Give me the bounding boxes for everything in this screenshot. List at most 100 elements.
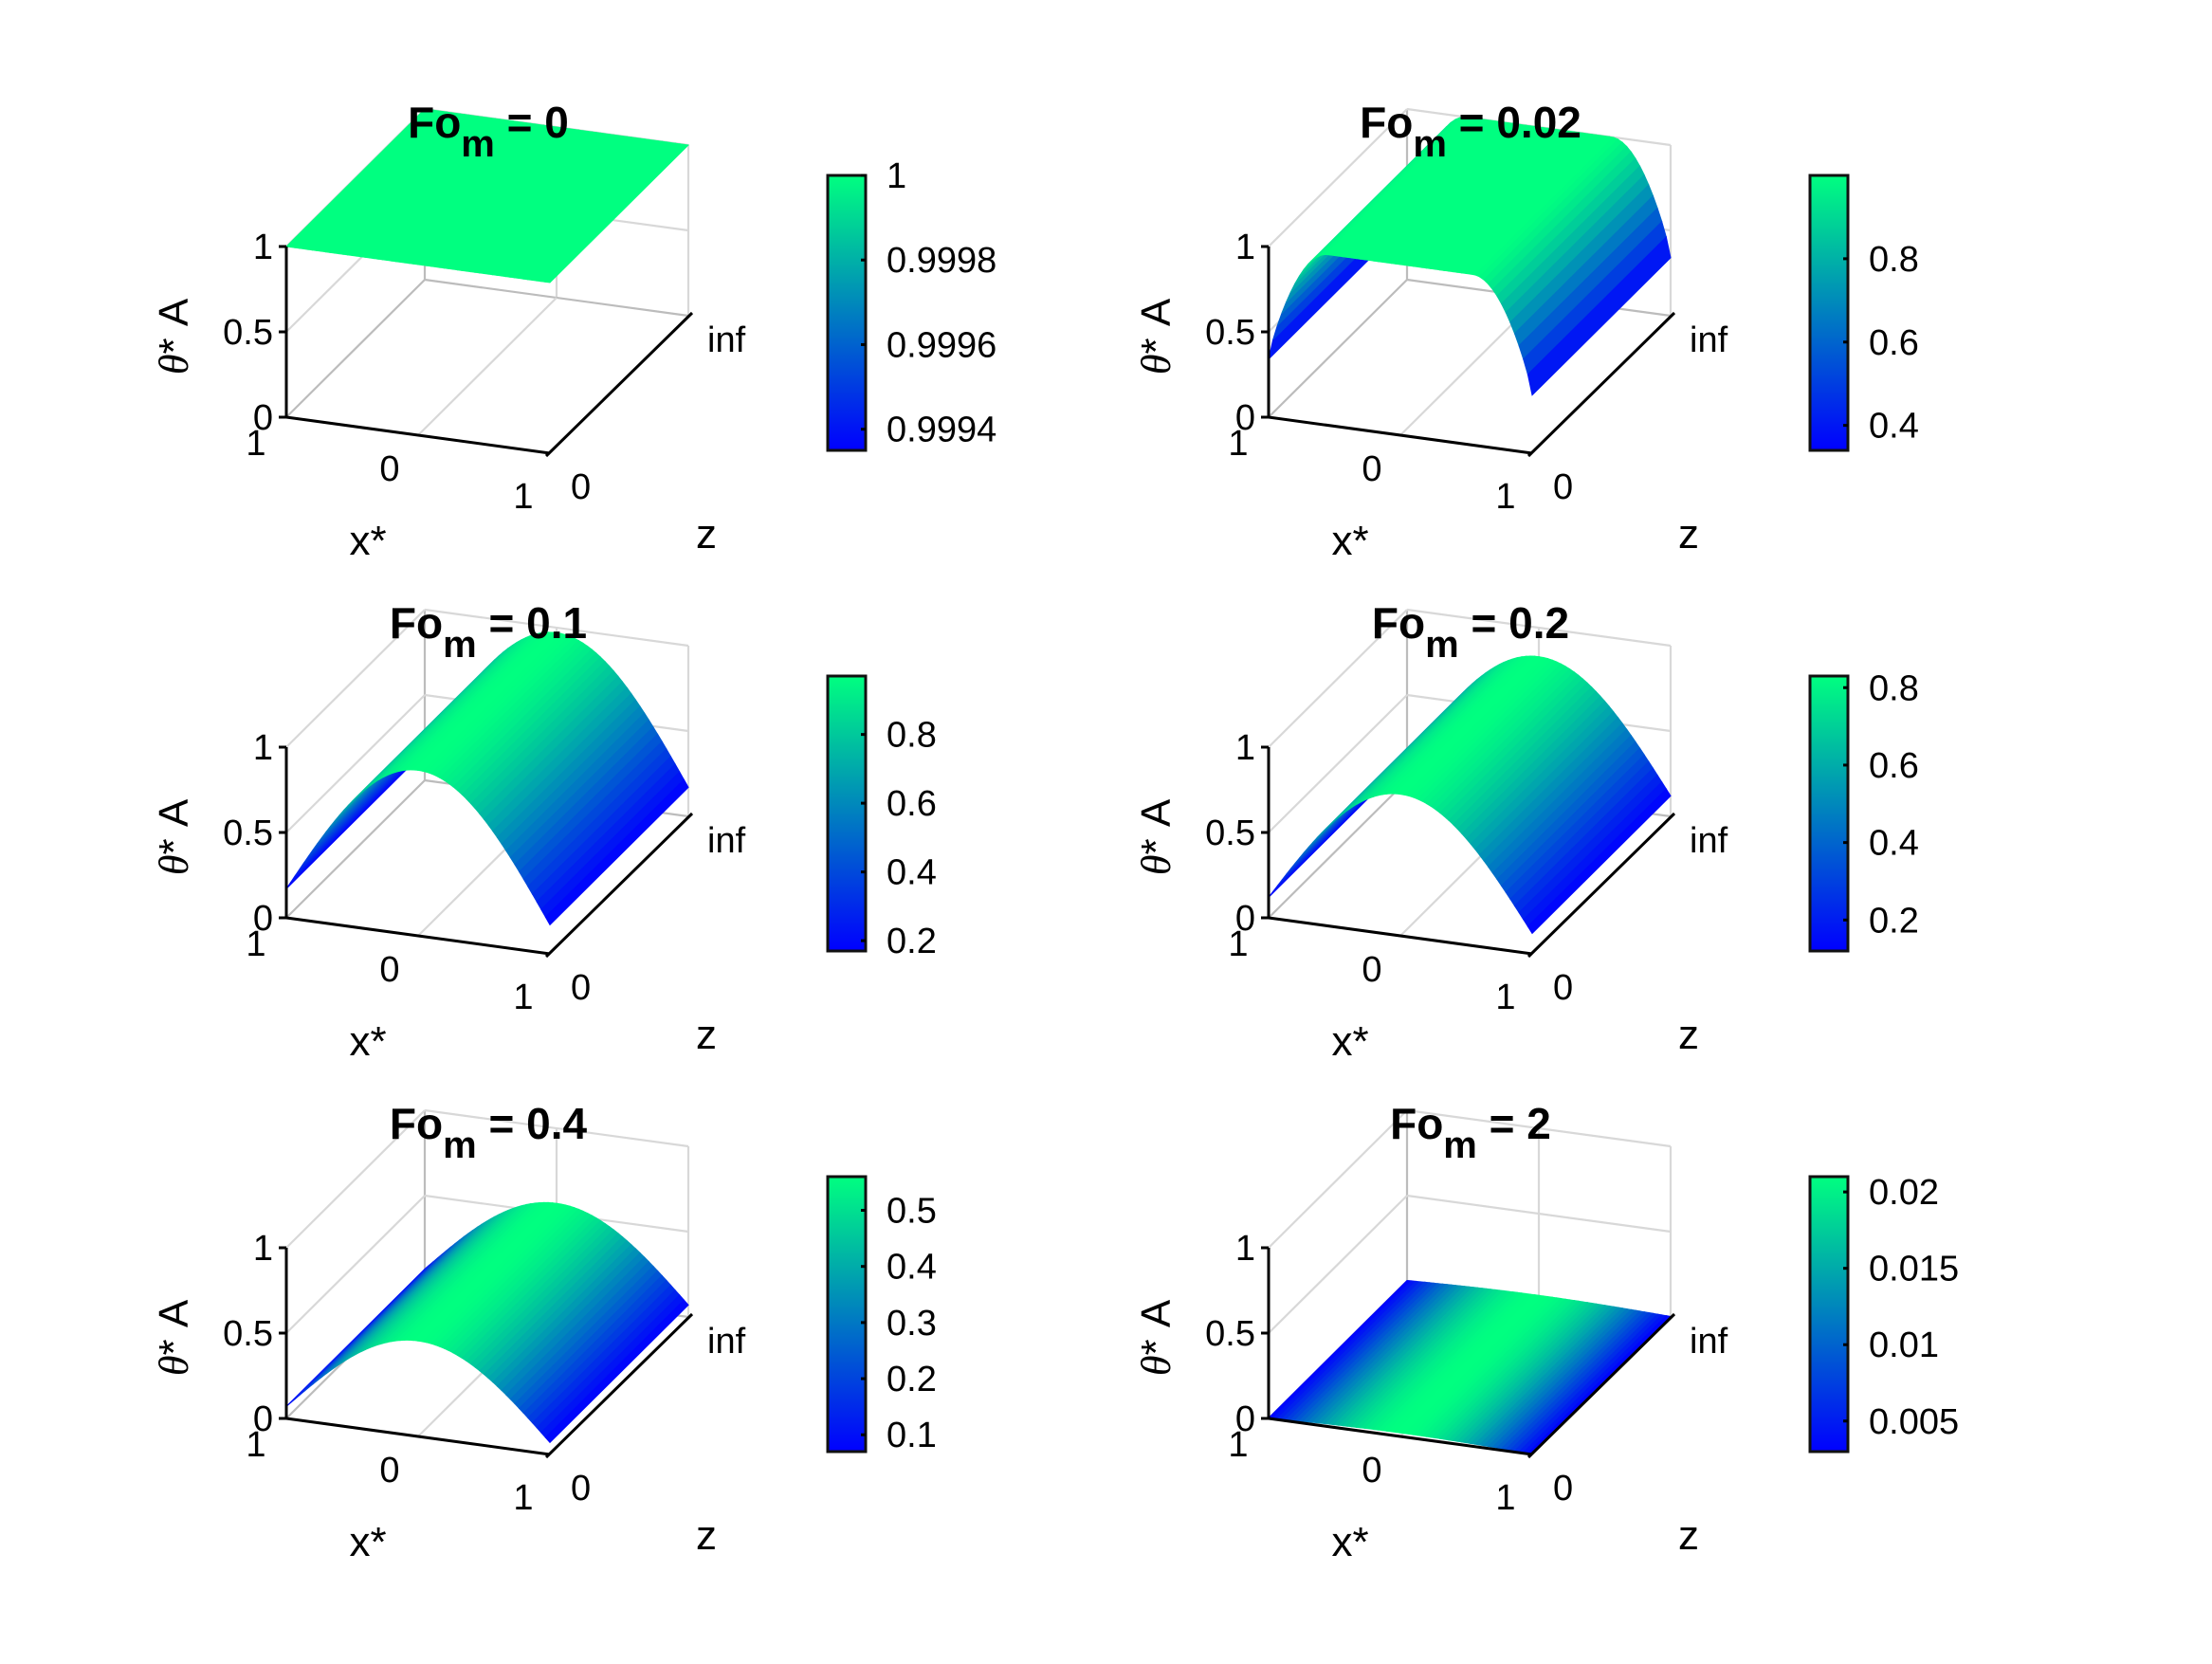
surface (284, 108, 690, 283)
z-tick-label: 0 (1235, 1399, 1255, 1439)
grid-line (1268, 609, 1408, 748)
grid-line (1268, 279, 1408, 418)
subplot-title: Fom = 0.02 (1360, 98, 1581, 165)
z-tick-label: 1 (253, 728, 273, 768)
z-tick-label: 0.5 (223, 313, 273, 353)
colorbar-tick-label: 0.2 (1869, 901, 1919, 941)
grid-line (417, 297, 558, 436)
grid-line (285, 694, 426, 833)
colorbar-tick-label: 0.005 (1869, 1402, 1959, 1442)
z-tick-label: 1 (1235, 228, 1255, 267)
z-tick-label: 0.5 (1205, 814, 1255, 853)
grid-line (424, 608, 689, 648)
y-tick-label: inf (1690, 821, 1728, 861)
x-tick-label: 0 (379, 1451, 399, 1490)
surface (285, 631, 689, 926)
colorbar-tick-label: 0.4 (887, 1248, 937, 1288)
colorbar-tick-label: 0.5 (887, 1192, 937, 1232)
y-axis-label: z (1678, 511, 1699, 558)
y-tick-label: 0 (571, 467, 591, 507)
grid-line (1268, 108, 1408, 247)
x-tick-label: 1 (246, 424, 265, 464)
subplot-title: Fom = 0.1 (390, 598, 587, 666)
z-tick-label: 0 (253, 899, 273, 939)
y-axis (544, 311, 694, 458)
z-tick-label: 0.5 (1205, 1314, 1255, 1354)
x-axis-label: x* (349, 1519, 386, 1565)
colorbar-tick-label: 0.9994 (887, 411, 996, 450)
y-axis-label: z (696, 1012, 717, 1058)
subplot-title: Fom = 0.4 (390, 1099, 588, 1166)
subplot-title: Fom = 0.2 (1372, 598, 1569, 666)
colorbar-tick-label: 0.9998 (887, 241, 996, 281)
colorbar (1808, 174, 1850, 452)
z-tick-label: 1 (1235, 728, 1255, 768)
colorbar-tick-label: 0.015 (1869, 1250, 1959, 1289)
colorbar (826, 174, 868, 452)
grid-line (1268, 1195, 1408, 1334)
grid-line (1268, 779, 1408, 919)
grid-line (1406, 608, 1672, 648)
colorbar-tick-label: 0.8 (887, 716, 937, 756)
x-axis-label: x* (1331, 518, 1368, 564)
z-axis-label: θ* A (151, 1299, 197, 1376)
grid-line (424, 1108, 689, 1148)
y-tick-label: inf (707, 821, 746, 861)
y-tick-label: 0 (571, 1469, 591, 1509)
y-tick-label: 0 (1553, 1469, 1573, 1509)
x-tick-label: 1 (1228, 424, 1248, 464)
surface (1268, 116, 1672, 396)
grid-line (285, 779, 426, 919)
colorbar (826, 1175, 868, 1454)
y-tick-label: 0 (1553, 467, 1573, 507)
colorbar-tick-label: 0.6 (887, 784, 937, 824)
x-tick-label: 0 (379, 950, 399, 990)
colorbar-tick-label: 0.4 (887, 853, 937, 893)
grid-line (1406, 1194, 1672, 1234)
y-tick-label: inf (1690, 320, 1728, 360)
z-tick-label: 0.5 (223, 1314, 273, 1354)
grid-line (1268, 1109, 1408, 1249)
grid-line (1406, 1108, 1672, 1148)
y-axis-label: z (696, 511, 717, 558)
x-tick-label: 1 (513, 1478, 533, 1518)
grid-line (285, 1195, 426, 1334)
y-axis-label: z (1678, 1512, 1699, 1559)
y-axis (544, 1312, 694, 1459)
z-tick-label: 0.5 (1205, 313, 1255, 353)
colorbar-tick-label: 0.9996 (887, 325, 996, 365)
x-tick-label: 1 (246, 1425, 265, 1465)
y-tick-label: 0 (571, 968, 591, 1008)
x-tick-label: 0 (379, 449, 399, 489)
surface (1267, 1279, 1673, 1454)
colorbar-tick-label: 0.01 (1869, 1326, 1939, 1365)
z-tick-label: 1 (253, 228, 273, 267)
z-axis-label: θ* A (1133, 298, 1179, 375)
subplot-title: Fom = 2 (1390, 1099, 1551, 1166)
z-tick-label: 0 (1235, 398, 1255, 438)
x-axis (285, 916, 551, 956)
x-tick-label: 0 (1362, 950, 1381, 990)
colorbar-tick-label: 0.1 (887, 1416, 937, 1455)
colorbar-tick-label: 0.8 (1869, 668, 1919, 708)
x-tick-label: 0 (1362, 449, 1381, 489)
x-tick-label: 1 (1495, 978, 1515, 1017)
colorbar-tick-label: 1 (887, 156, 906, 196)
y-axis-label: z (696, 1512, 717, 1559)
y-tick-label: inf (707, 1322, 746, 1362)
z-axis-label: θ* A (1133, 798, 1179, 875)
colorbar (826, 674, 868, 953)
x-axis-label: x* (349, 518, 386, 564)
colorbar-tick-label: 0.2 (887, 1360, 937, 1399)
colorbar-tick-label: 0.2 (887, 922, 937, 961)
x-axis (285, 1417, 551, 1456)
z-tick-label: 0 (253, 1399, 273, 1439)
colorbar (1808, 674, 1850, 953)
colorbar-tick-label: 0.6 (1869, 323, 1919, 363)
y-tick-label: inf (1690, 1322, 1728, 1362)
